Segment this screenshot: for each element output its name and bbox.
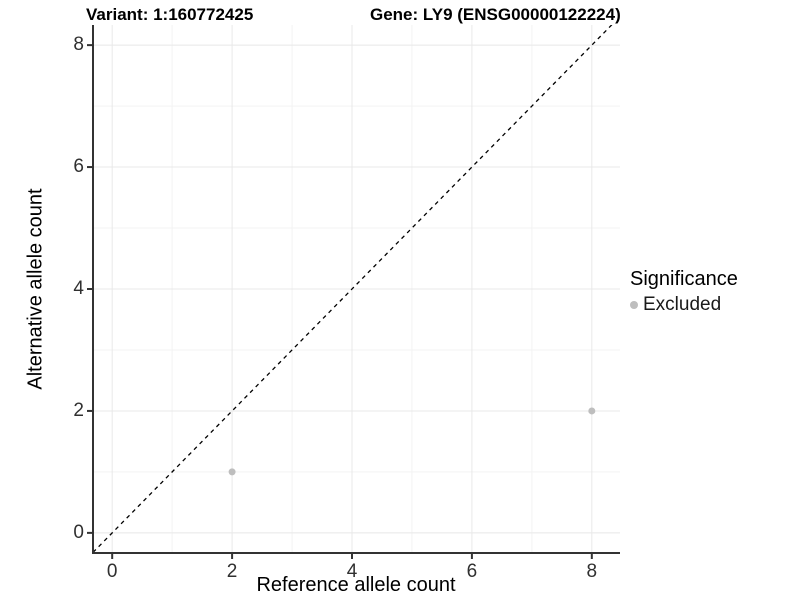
y-tick-label: 0	[73, 521, 84, 543]
x-axis-title: Reference allele count	[256, 574, 456, 596]
data-point	[228, 468, 236, 476]
y-tick-label: 2	[73, 399, 84, 421]
y-tick-label: 8	[73, 34, 84, 56]
x-tick-label: 8	[586, 561, 598, 582]
data-point	[588, 407, 596, 415]
y-tick-label: 6	[73, 156, 84, 178]
legend: Significance Excluded	[630, 268, 738, 316]
x-tick-label: 6	[466, 561, 478, 582]
legend-item-label: Excluded	[643, 294, 722, 315]
x-tick-label: 0	[106, 561, 118, 582]
x-tick-label: 4	[346, 561, 358, 582]
legend-items: Excluded	[630, 294, 738, 316]
y-axis-title: Alternative allele count	[24, 188, 47, 390]
legend-key-dot-icon	[630, 301, 638, 309]
variant-title: Variant: 1:160772425	[86, 5, 254, 24]
legend-item: Excluded	[630, 294, 738, 316]
y-tick-label: 4	[73, 278, 84, 299]
gene-title: Gene: LY9 (ENSG00000122224)	[370, 5, 621, 24]
legend-title: Significance	[630, 268, 738, 290]
identity-dashed-line	[93, 25, 613, 553]
x-tick-label: 2	[226, 561, 238, 582]
